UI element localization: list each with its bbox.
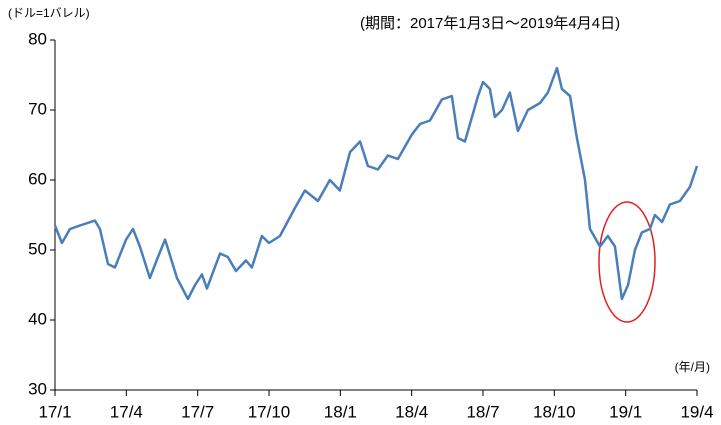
x-tick-label: 18/1 — [324, 402, 357, 421]
x-tick-label: 19/4 — [680, 402, 713, 421]
x-tick-label: 18/7 — [466, 402, 499, 421]
y-tick-label: 50 — [28, 239, 47, 258]
y-tick-label: 30 — [28, 379, 47, 398]
price-line — [53, 66, 699, 301]
x-tick-label: 17/7 — [181, 402, 214, 421]
x-tick-label: 17/1 — [38, 402, 71, 421]
x-tick-label: 17/4 — [110, 402, 143, 421]
x-unit-label: (年/月) — [675, 360, 710, 374]
x-tick-label: 17/10 — [248, 402, 291, 421]
y-unit-label: (ドル=1バレル) — [8, 6, 90, 20]
period-label: (期間：2017年1月3日～2019年4月4日) — [360, 15, 620, 32]
y-tick-label: 80 — [28, 29, 47, 48]
x-tick-label: 18/10 — [533, 402, 576, 421]
y-tick-label: 60 — [28, 169, 47, 188]
highlight-circle — [598, 201, 656, 323]
x-tick-label: 19/1 — [609, 402, 642, 421]
y-tick-label: 70 — [28, 99, 47, 118]
y-tick-label: 40 — [28, 309, 47, 328]
x-tick-label: 18/4 — [395, 402, 428, 421]
